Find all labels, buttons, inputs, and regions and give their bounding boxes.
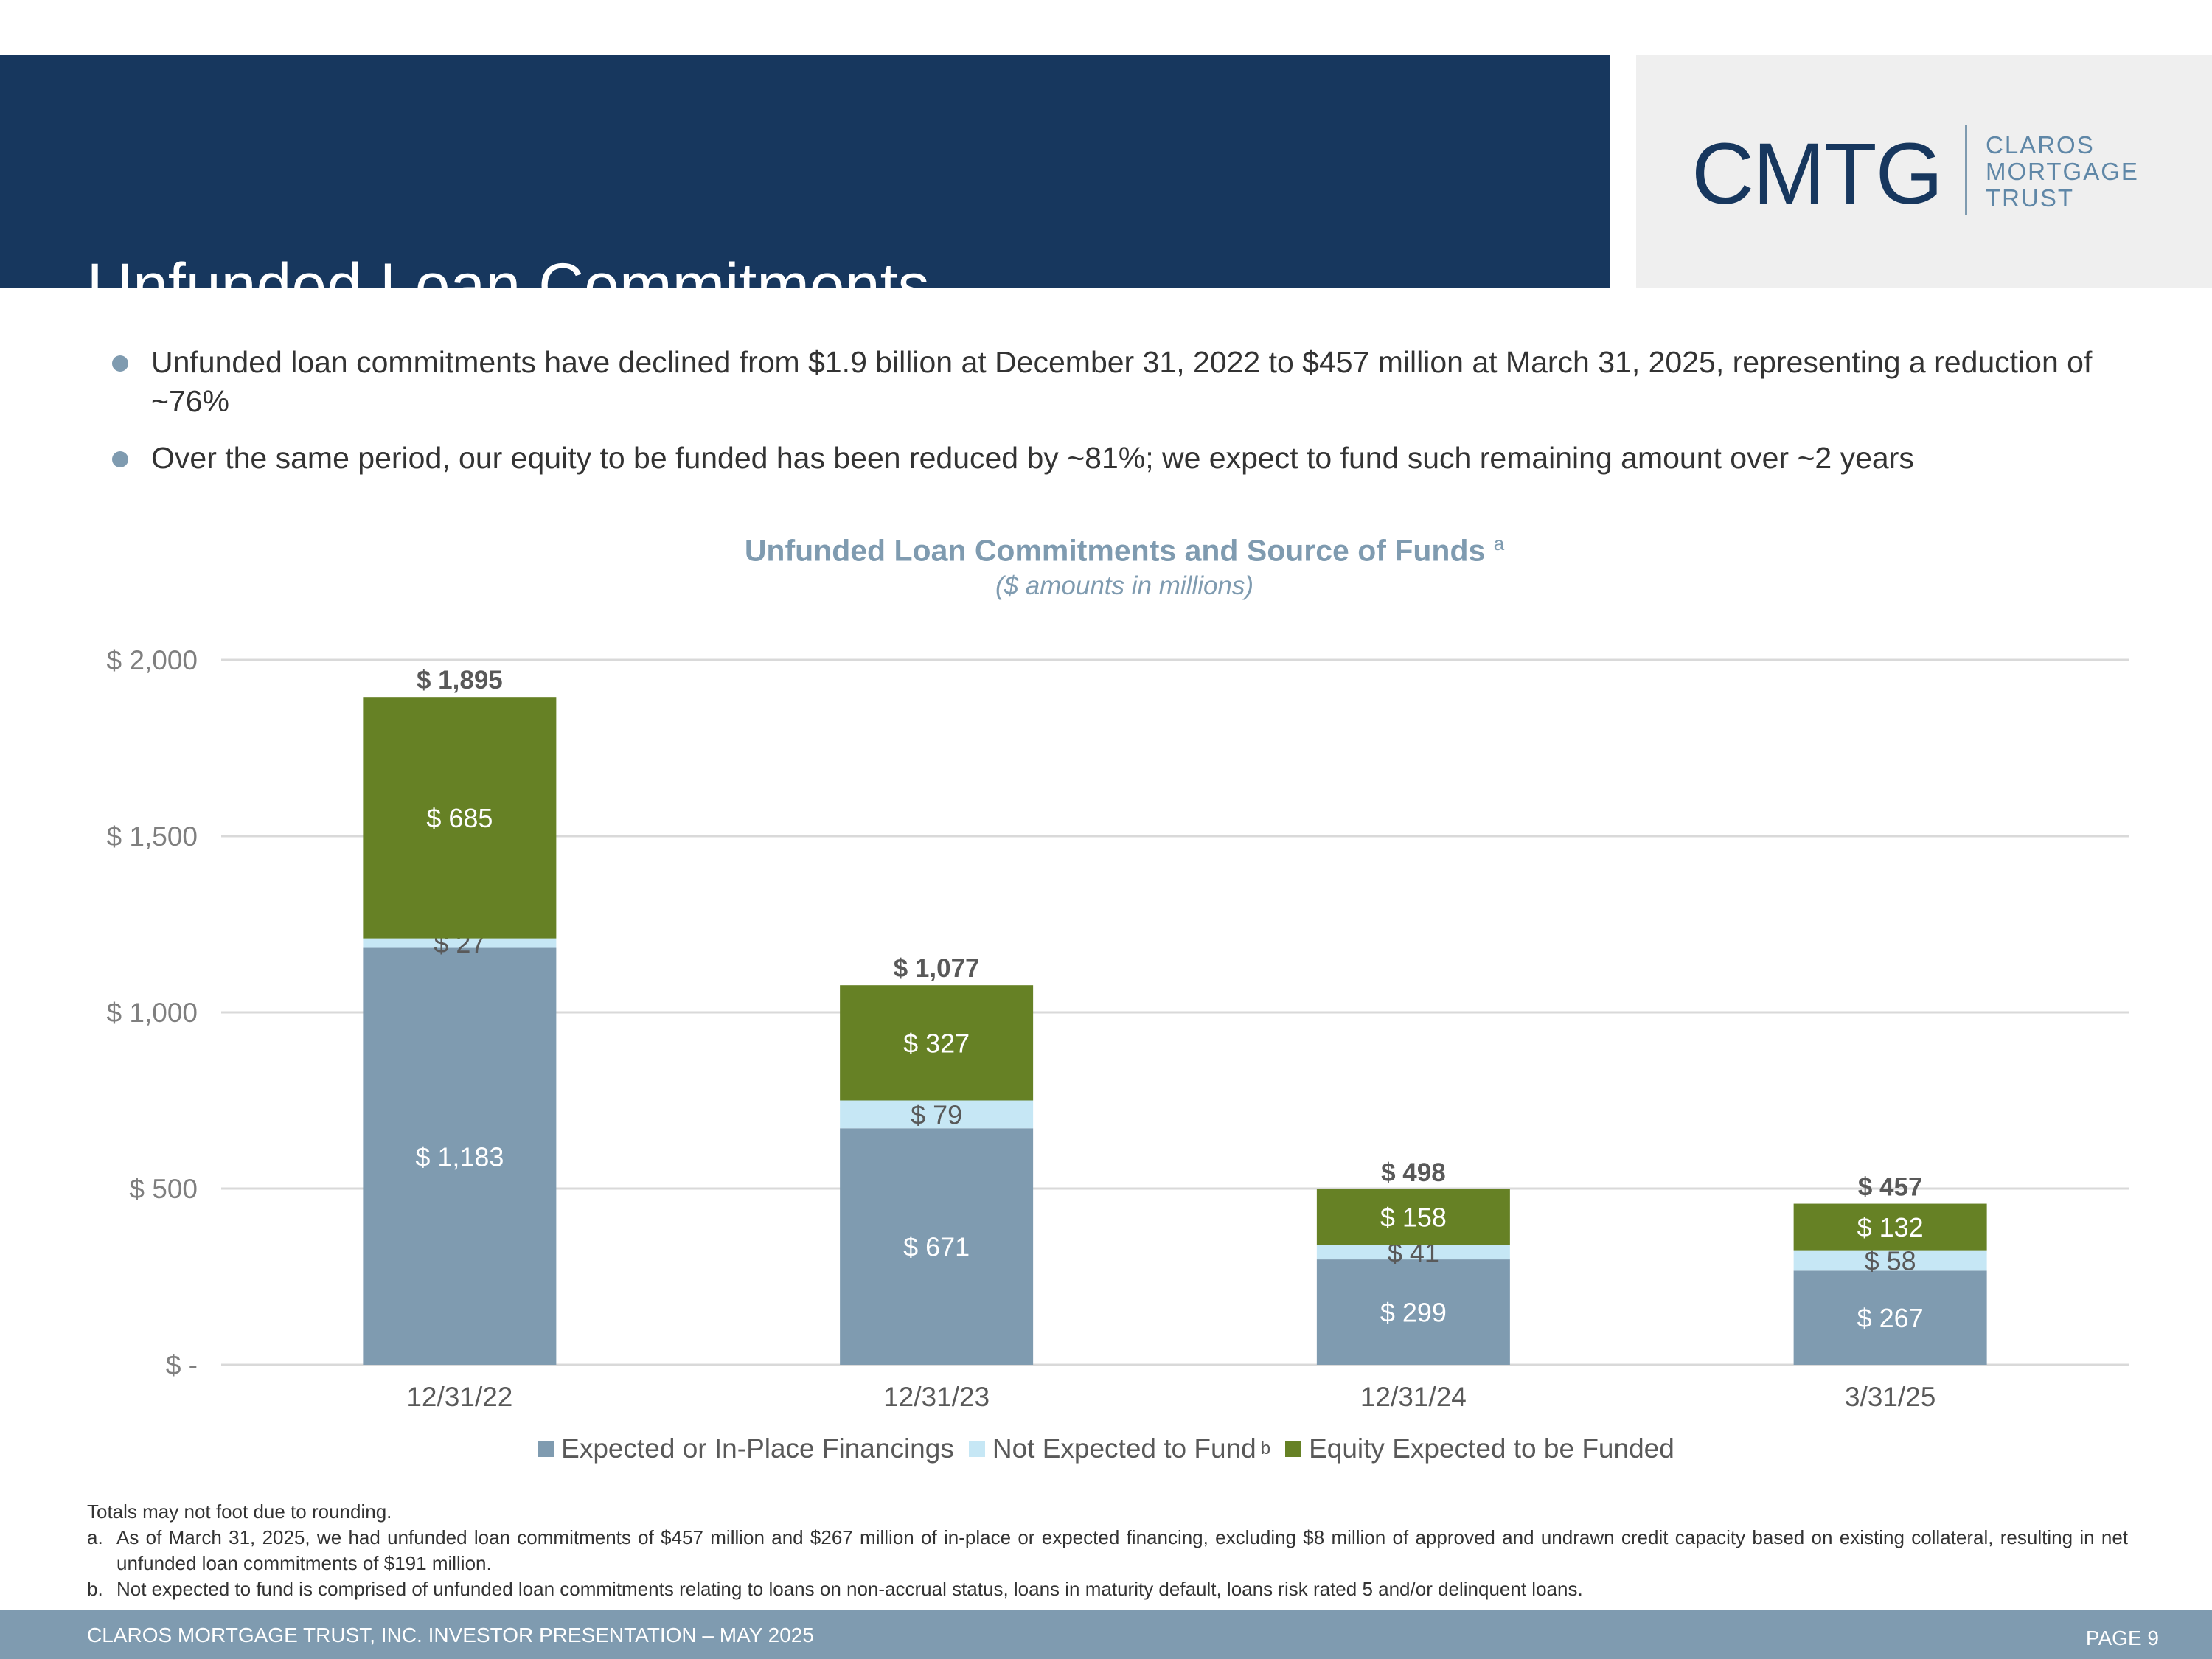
legend-swatch [1285, 1441, 1302, 1457]
bar-segment [840, 1128, 1034, 1365]
bullet-text: Over the same period, our equity to be f… [151, 441, 1914, 475]
legend-item-financings: Expected or In-Place Financings [538, 1433, 954, 1464]
bullet-item: Over the same period, our equity to be f… [109, 439, 2115, 478]
bar-segment [363, 697, 557, 939]
data-label: $ 671 [903, 1232, 970, 1262]
footer-band: CLAROS MORTGAGE TRUST, INC. INVESTOR PRE… [0, 1610, 2212, 1659]
data-label: $ 58 [1865, 1246, 1916, 1276]
data-label: $ 267 [1857, 1303, 1924, 1333]
data-label: $ 79 [911, 1099, 962, 1130]
data-label: $ 299 [1380, 1298, 1447, 1328]
chart-legend: Expected or In-Place Financings Not Expe… [0, 1433, 2212, 1464]
legend-item-equity: Equity Expected to be Funded [1285, 1433, 1674, 1464]
footnote-mark: b. [87, 1578, 103, 1600]
x-tick-label: 12/31/22 [406, 1382, 512, 1412]
x-tick-label: 12/31/23 [883, 1382, 990, 1412]
data-label: $ 1,183 [415, 1141, 504, 1172]
footnote-text: Not expected to fund is comprised of unf… [116, 1578, 1583, 1600]
footnote-a: a. As of March 31, 2025, we had unfunded… [87, 1525, 2128, 1576]
bullet-item: Unfunded loan commitments have declined … [109, 343, 2115, 421]
footnotes: Totals may not foot due to rounding. a. … [87, 1499, 2128, 1602]
logo-wordmark: CLAROS MORTGAGE TRUST [1986, 132, 2139, 212]
logo-divider [1965, 125, 1967, 215]
logo-mark: CMTG [1691, 125, 1943, 223]
data-label: $ 158 [1380, 1203, 1447, 1233]
legend-footnote: b [1260, 1439, 1271, 1458]
total-label: $ 498 [1381, 1158, 1446, 1187]
chart-title-text: Unfunded Loan Commitments and Source of … [744, 533, 1486, 568]
y-tick-label: $ 2,000 [107, 645, 198, 675]
page-number: PAGE 9 [2085, 1627, 2159, 1649]
y-tick-label: $ 1,000 [107, 998, 198, 1028]
bullet-dot-icon [112, 355, 128, 372]
x-tick-label: 12/31/24 [1360, 1382, 1467, 1412]
bar-segment [1793, 1203, 1987, 1251]
logo-word: CLAROS [1986, 131, 2095, 159]
total-label: $ 1,895 [417, 666, 503, 695]
chart-title-footnote: a [1493, 532, 1505, 554]
stacked-bar-chart: $ -$ 500$ 1,000$ 1,500$ 2,000$ 1,183$ 27… [107, 645, 2129, 1412]
bar-segment [1316, 1189, 1510, 1245]
legend-swatch [538, 1441, 554, 1457]
chart-title: Unfunded Loan Commitments and Source of … [0, 532, 2212, 568]
footnote-mark: a. [87, 1526, 103, 1548]
bar-segment [363, 938, 557, 948]
legend-label: Equity Expected to be Funded [1309, 1433, 1674, 1464]
bullet-text: Unfunded loan commitments have declined … [151, 345, 2093, 418]
bar-segment [1793, 1270, 1987, 1365]
bar-segment [363, 947, 557, 1365]
y-tick-label: $ 1,500 [107, 821, 198, 852]
total-label: $ 1,077 [894, 954, 980, 983]
bar-segment [840, 1100, 1034, 1129]
y-tick-label: $ 500 [129, 1174, 198, 1204]
company-logo: CMTG CLAROS MORTGAGE TRUST [1636, 55, 2212, 288]
x-tick-label: 3/31/25 [1845, 1382, 1935, 1412]
legend-item-not-expected: Not Expected to Fund b [968, 1433, 1271, 1464]
rounding-note: Totals may not foot due to rounding. [87, 1500, 392, 1523]
legend-label: Not Expected to Fund [992, 1433, 1256, 1464]
data-label: $ 685 [426, 803, 493, 833]
chart-subtitle: ($ amounts in millions) [995, 571, 1254, 600]
footnote-b: b. Not expected to fund is comprised of … [87, 1576, 2128, 1602]
logo-word: MORTGAGE [1986, 158, 2139, 185]
page-title: Unfunded Loan Commitments [87, 251, 930, 321]
data-label: $ 132 [1857, 1212, 1924, 1242]
bar-segment [840, 985, 1034, 1101]
bar-segment [1316, 1259, 1510, 1365]
header-band: Unfunded Loan Commitments [0, 55, 1610, 318]
data-label: $ 327 [903, 1028, 970, 1058]
bullet-dot-icon [112, 451, 128, 467]
footer-presentation-title: CLAROS MORTGAGE TRUST, INC. INVESTOR PRE… [87, 1624, 814, 1646]
legend-label: Expected or In-Place Financings [561, 1433, 954, 1464]
bullet-list: Unfunded loan commitments have declined … [109, 343, 2115, 495]
y-tick-label: $ - [166, 1350, 198, 1380]
legend-swatch [968, 1441, 985, 1457]
footnote-text: As of March 31, 2025, we had unfunded lo… [116, 1526, 2128, 1574]
bar-segment [1793, 1250, 1987, 1271]
bar-segment [1316, 1245, 1510, 1260]
logo-word: TRUST [1986, 184, 2074, 212]
total-label: $ 457 [1858, 1173, 1923, 1202]
